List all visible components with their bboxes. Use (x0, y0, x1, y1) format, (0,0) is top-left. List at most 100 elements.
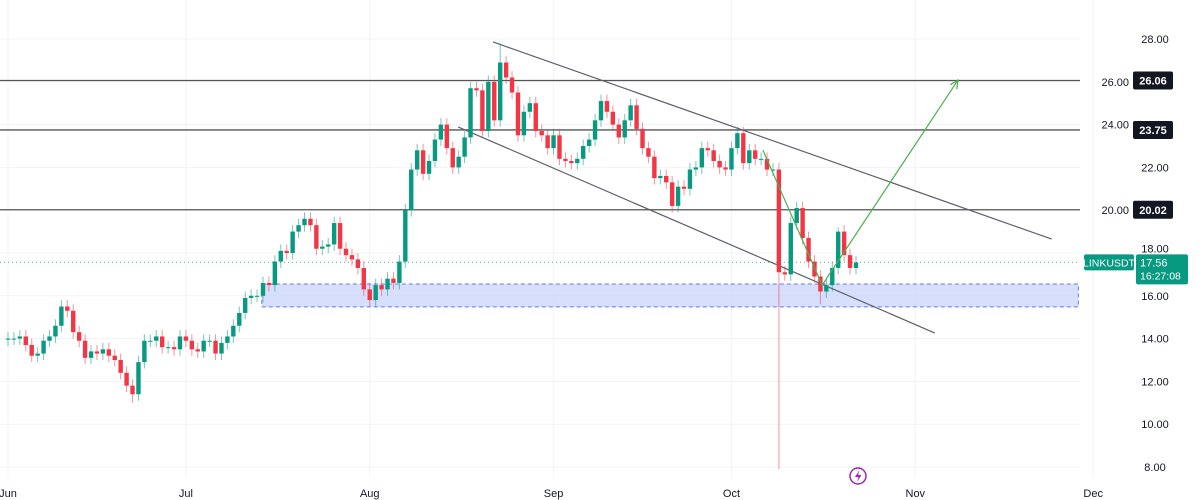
candle-body[interactable] (320, 246, 325, 249)
candle-body[interactable] (213, 340, 218, 354)
candle-body[interactable] (741, 133, 746, 164)
candle-body[interactable] (65, 306, 70, 311)
candle-body[interactable] (444, 124, 450, 149)
candle-body[interactable] (189, 340, 195, 350)
candle-body[interactable] (800, 208, 805, 239)
candle-body[interactable] (278, 250, 283, 262)
candle-body[interactable] (658, 175, 663, 179)
candle-body[interactable] (337, 223, 343, 249)
candle-body[interactable] (830, 267, 835, 286)
candle-body[interactable] (159, 336, 165, 348)
candle-body[interactable] (82, 340, 88, 358)
candle-body[interactable] (391, 278, 396, 283)
candle-body[interactable] (616, 124, 621, 138)
candle-body[interactable] (403, 210, 408, 262)
candle-body[interactable] (806, 238, 811, 262)
candle-body[interactable] (53, 325, 58, 337)
candle-body[interactable] (669, 182, 675, 206)
candle-body[interactable] (367, 289, 372, 301)
candle-body[interactable] (326, 244, 331, 247)
candle-body[interactable] (88, 351, 94, 358)
candle-body[interactable] (711, 150, 716, 161)
candle-body[interactable] (207, 340, 212, 342)
candle-body[interactable] (426, 160, 432, 174)
candle-body[interactable] (687, 169, 693, 189)
candle-body[interactable] (296, 225, 301, 232)
candle-body[interactable] (581, 146, 586, 159)
candle-body[interactable] (456, 156, 461, 168)
candle-body[interactable] (231, 325, 236, 337)
candle-body[interactable] (563, 158, 568, 161)
candle-body[interactable] (521, 111, 527, 136)
candle-body[interactable] (551, 135, 556, 149)
candle-body[interactable] (652, 156, 657, 179)
candle-body[interactable] (729, 148, 734, 170)
candle-body[interactable] (480, 90, 485, 132)
candle-body[interactable] (266, 282, 272, 286)
candle-body[interactable] (533, 103, 538, 132)
candle-body[interactable] (361, 267, 366, 290)
candle-body[interactable] (112, 355, 117, 360)
candle-body[interactable] (717, 160, 722, 168)
candle-body[interactable] (545, 135, 550, 149)
candle-body[interactable] (664, 175, 669, 183)
candle-body[interactable] (592, 120, 598, 140)
channel-upper-line[interactable] (492, 41, 1052, 240)
candle-body[interactable] (575, 158, 580, 164)
candle-body[interactable] (385, 278, 390, 290)
candle-body[interactable] (420, 150, 426, 174)
candle-body[interactable] (770, 169, 776, 171)
candle-body[interactable] (290, 231, 295, 253)
candle-body[interactable] (225, 336, 230, 343)
candle-body[interactable] (788, 223, 793, 275)
candle-body[interactable] (142, 340, 147, 363)
candle-body[interactable] (450, 148, 455, 168)
candle-body[interactable] (237, 312, 242, 326)
candle-body[interactable] (302, 218, 307, 226)
candle-body[interactable] (622, 120, 627, 138)
candle-body[interactable] (409, 169, 414, 211)
candle-body[interactable] (569, 160, 574, 164)
candle-body[interactable] (100, 349, 106, 354)
candle-body[interactable] (29, 345, 34, 356)
candle-body[interactable] (397, 261, 402, 283)
candle-body[interactable] (497, 62, 503, 121)
candle-body[interactable] (438, 124, 444, 140)
candle-body[interactable] (752, 150, 758, 159)
candle-body[interactable] (148, 340, 153, 342)
candle-body[interactable] (23, 336, 28, 346)
candle-body[interactable] (468, 88, 473, 138)
candle-body[interactable] (195, 349, 200, 352)
candle-body[interactable] (628, 105, 633, 121)
candle-body[interactable] (5, 338, 11, 340)
candle-body[interactable] (308, 218, 313, 226)
candle-body[interactable] (492, 81, 497, 121)
candle-body[interactable] (260, 282, 266, 296)
candle-body[interactable] (94, 351, 100, 354)
candle-body[interactable] (705, 148, 710, 151)
candle-body[interactable] (379, 285, 384, 290)
candle-body[interactable] (272, 261, 278, 286)
candle-body[interactable] (462, 137, 467, 157)
candle-body[interactable] (841, 231, 847, 256)
candle-body[interactable] (373, 285, 378, 301)
candle-body[interactable] (171, 347, 177, 350)
candle-body[interactable] (515, 92, 521, 136)
candle-body[interactable] (646, 148, 651, 157)
candle-body[interactable] (343, 248, 349, 256)
candle-body[interactable] (11, 338, 17, 340)
candle-body[interactable] (509, 77, 515, 93)
channel-lower-line[interactable] (457, 126, 936, 334)
candle-body[interactable] (486, 81, 491, 132)
candle-body[interactable] (219, 342, 224, 354)
candle-body[interactable] (47, 336, 52, 341)
candle-body[interactable] (604, 101, 610, 112)
candle-body[interactable] (503, 62, 509, 78)
candle-body[interactable] (847, 255, 853, 268)
candle-body[interactable] (634, 105, 639, 129)
candle-body[interactable] (130, 385, 135, 395)
candle-body[interactable] (782, 272, 788, 275)
candle-body[interactable] (59, 306, 64, 326)
candle-body[interactable] (432, 139, 438, 161)
candle-body[interactable] (764, 158, 770, 170)
